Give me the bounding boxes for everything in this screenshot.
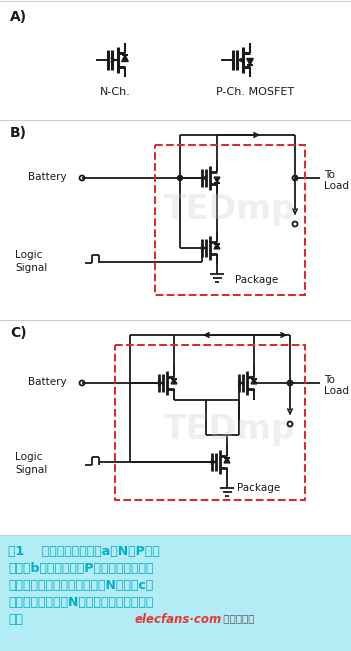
Circle shape (178, 176, 183, 180)
Text: P-Ch. MOSFET: P-Ch. MOSFET (216, 87, 294, 97)
Text: Load: Load (324, 181, 349, 191)
Polygon shape (224, 458, 230, 463)
Bar (115, 345, 305, 500)
Text: Load: Load (324, 386, 349, 396)
Text: 图1    傳統負載開關表現a）N和P溝道: 图1 傳統負載開關表現a）N和P溝道 (8, 545, 160, 558)
Text: 阻斷: 阻斷 (8, 613, 23, 626)
Text: TEDmp: TEDmp (164, 193, 296, 227)
Bar (155, 145, 305, 295)
Polygon shape (251, 378, 257, 384)
Text: N-Ch.: N-Ch. (100, 87, 131, 97)
Text: Signal: Signal (15, 263, 47, 273)
Text: Package: Package (237, 483, 280, 493)
Text: TEDmp: TEDmp (164, 413, 296, 447)
Text: Package: Package (235, 275, 278, 285)
Text: Battery: Battery (28, 377, 67, 387)
Text: Logic: Logic (15, 452, 42, 462)
Text: Logic: Logic (15, 250, 42, 260)
Text: Signal: Signal (15, 465, 47, 475)
Text: To: To (324, 170, 335, 180)
Polygon shape (122, 55, 128, 61)
Polygon shape (247, 59, 253, 65)
Polygon shape (171, 378, 177, 384)
Text: elecfans·com: elecfans·com (135, 613, 222, 626)
Text: 載開關與通過邏輯信號驅動的N溝道，c）: 載開關與通過邏輯信號驅動的N溝道，c） (8, 579, 153, 592)
Text: 當不啟用時高側雙N溝道提供了二極體電流: 當不啟用時高側雙N溝道提供了二極體電流 (8, 596, 153, 609)
Polygon shape (214, 243, 220, 249)
Text: B): B) (10, 126, 27, 140)
Polygon shape (214, 177, 220, 182)
Text: 电子烧烧友: 电子烧烧友 (220, 613, 254, 623)
Text: 描述，b）在高側、由P溝道組成的簡單負: 描述，b）在高側、由P溝道組成的簡單負 (8, 562, 153, 575)
Text: A): A) (10, 10, 27, 24)
Bar (0, 535, 351, 651)
Text: Battery: Battery (28, 172, 67, 182)
Text: To: To (324, 375, 335, 385)
Text: C): C) (10, 326, 27, 340)
